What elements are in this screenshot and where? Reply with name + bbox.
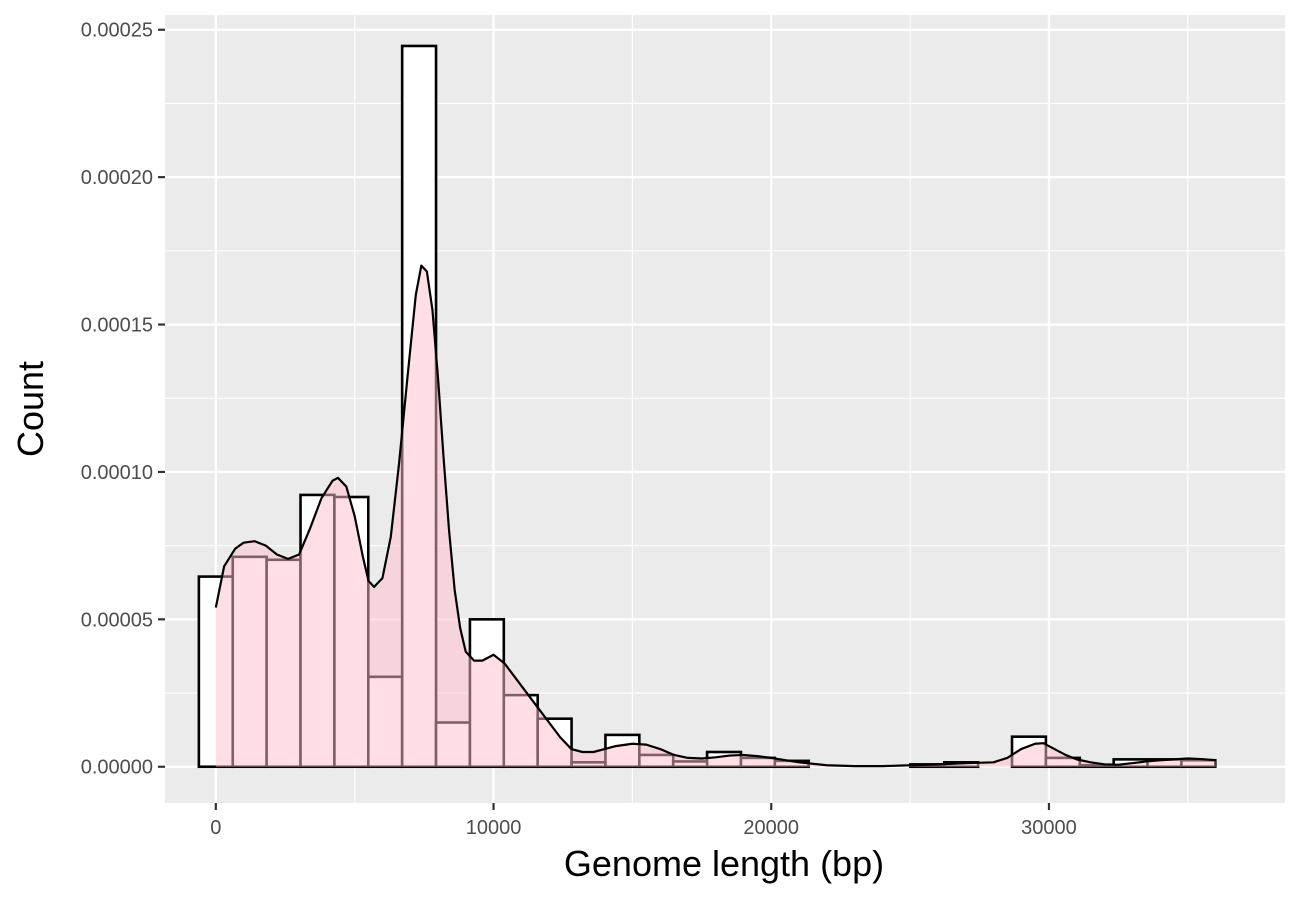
density-area xyxy=(215,265,1216,767)
y-tick-label: 0.00010 xyxy=(81,462,153,484)
y-tick-label: 0.00000 xyxy=(81,757,153,779)
y-tick-label: 0.00015 xyxy=(81,315,153,337)
x-tick-label: 0 xyxy=(210,817,221,839)
density-line xyxy=(214,264,1216,768)
y-axis-ticks: 0.00000 0.00005 0.00010 0.00015 0.00020 0.000… xyxy=(81,20,165,779)
x-tick-label: 20000 xyxy=(743,817,799,839)
y-axis-title: Count xyxy=(10,361,51,457)
y-tick-label: 0.00005 xyxy=(81,609,153,631)
density-curve xyxy=(214,264,1216,768)
y-tick-label: 0.00025 xyxy=(81,20,153,42)
x-axis-title: Genome length (bp) xyxy=(564,843,884,884)
y-tick-label: 0.00020 xyxy=(81,167,153,189)
x-tick-label: 10000 xyxy=(466,817,522,839)
x-tick-label: 30000 xyxy=(1021,817,1077,839)
x-axis-ticks: 0 10000 20000 30000 xyxy=(210,803,1077,839)
